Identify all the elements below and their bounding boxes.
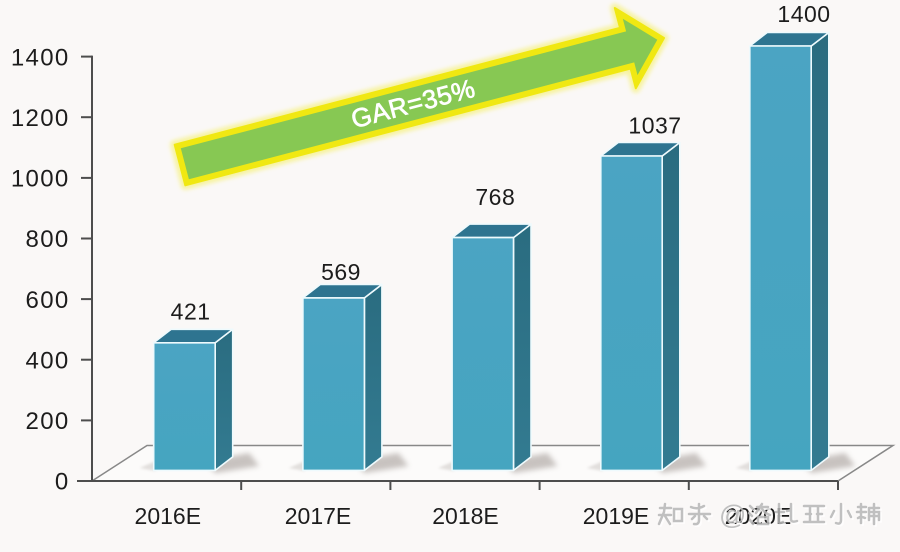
svg-text:@: @ <box>719 500 746 530</box>
svg-text:421: 421 <box>171 299 211 325</box>
svg-text:1400: 1400 <box>11 44 70 71</box>
svg-text:2017E: 2017E <box>285 503 352 529</box>
svg-text:600: 600 <box>26 287 70 314</box>
svg-text:1400: 1400 <box>777 1 830 27</box>
svg-text:@: @ <box>720 501 747 531</box>
svg-text:768: 768 <box>475 184 515 210</box>
svg-text:400: 400 <box>26 347 70 374</box>
svg-text:2018E: 2018E <box>432 503 499 529</box>
svg-text:569: 569 <box>321 259 361 285</box>
svg-text:2019E: 2019E <box>583 503 650 529</box>
svg-text:1037: 1037 <box>628 112 681 138</box>
svg-text:1200: 1200 <box>11 105 70 132</box>
svg-text:0: 0 <box>55 469 70 496</box>
svg-text:800: 800 <box>26 226 70 253</box>
svg-text:2016E: 2016E <box>135 503 202 529</box>
svg-text:1000: 1000 <box>11 166 70 193</box>
svg-text:200: 200 <box>26 408 70 435</box>
